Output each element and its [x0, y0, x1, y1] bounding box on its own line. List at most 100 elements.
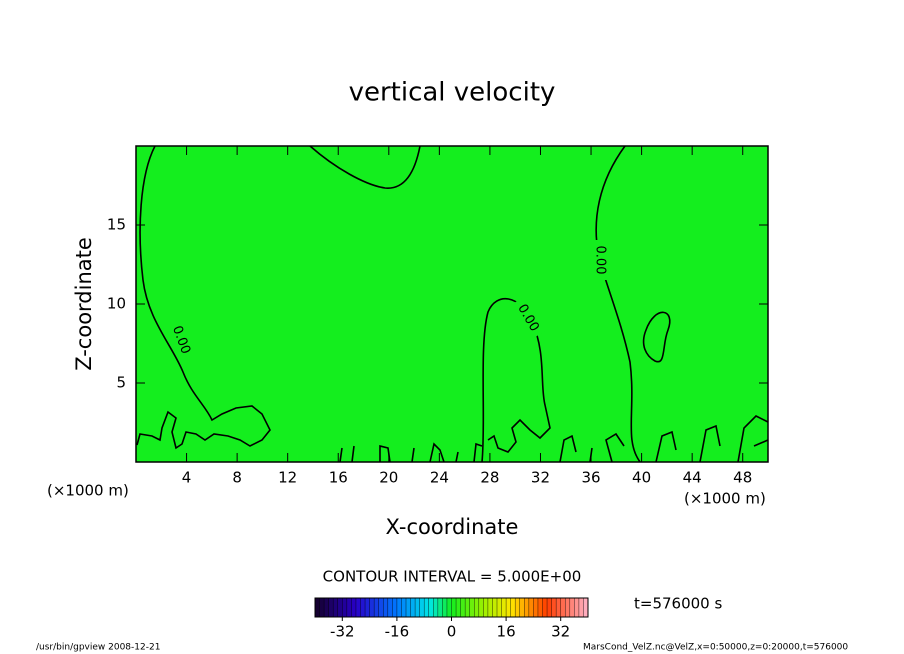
colorbar-cell — [519, 598, 525, 617]
x-tick-label: 12 — [278, 469, 297, 487]
colorbar-tick-label: 0 — [447, 623, 457, 641]
colorbar-cell — [428, 598, 434, 617]
contour-interval: CONTOUR INTERVAL = 5.000E+00 — [323, 568, 582, 586]
colorbar-cell — [419, 598, 425, 617]
colorbar-cell — [465, 598, 471, 617]
colorbar-cell — [460, 598, 466, 617]
colorbar-cell — [374, 598, 380, 617]
colorbar-cell — [410, 598, 416, 617]
colorbar-cell — [533, 598, 539, 617]
colorbar-cell — [337, 598, 343, 617]
contour-label: 0.00 — [593, 246, 608, 275]
colorbar-tick-label: 32 — [551, 623, 570, 641]
colorbar-cell — [387, 598, 393, 617]
colorbar-cell — [528, 598, 534, 617]
contour-line — [136, 145, 271, 450]
x-tick-label: 8 — [232, 469, 242, 487]
x-tick-label: 44 — [683, 469, 702, 487]
colorbar-cell — [315, 598, 321, 617]
colorbar-cell — [524, 598, 530, 617]
colorbar-tick-label: -32 — [330, 623, 355, 641]
colorbar-cell — [492, 598, 498, 617]
x-tick-label: 4 — [182, 469, 192, 487]
colorbar-cell — [565, 598, 571, 617]
colorbar-cell — [433, 598, 439, 617]
colorbar-cell — [424, 598, 430, 617]
colorbar-cell — [501, 598, 507, 617]
contour-line — [309, 145, 421, 189]
colorbar-cell — [333, 598, 339, 617]
colorbar-cell — [437, 598, 443, 617]
colorbar-cell — [474, 598, 480, 617]
colorbar-cell — [497, 598, 503, 617]
colorbar-cell — [378, 598, 384, 617]
colorbar-cell — [478, 598, 484, 617]
colorbar-cell — [360, 598, 366, 617]
x-tick-label: 16 — [329, 469, 348, 487]
colorbar-cell — [351, 598, 357, 617]
colorbar-cell — [346, 598, 352, 617]
colorbar-cell — [396, 598, 402, 617]
colorbar-tick-label: -16 — [385, 623, 410, 641]
colorbar-cell — [542, 598, 548, 617]
colorbar-cell — [510, 598, 516, 617]
colorbar-cell — [456, 598, 462, 617]
colorbar-cell — [506, 598, 512, 617]
x-unit: (×1000 m) — [47, 482, 129, 500]
x-axis-label: X-coordinate — [386, 515, 519, 539]
contour-label-bg — [592, 240, 608, 280]
contours — [136, 145, 769, 463]
contour-line — [339, 415, 769, 463]
contour-label-bg — [166, 318, 196, 362]
x-unit: (×1000 m) — [684, 490, 766, 508]
x-tick-label: 24 — [430, 469, 449, 487]
colorbar-cell — [487, 598, 493, 617]
footer: /usr/bin/gpview 2008-12-21 — [36, 643, 160, 653]
colorbar-cell — [319, 598, 325, 617]
colorbar-cell — [578, 598, 584, 617]
y-tick-label: 15 — [107, 216, 126, 234]
x-tick-label: 32 — [531, 469, 550, 487]
contour-line — [642, 311, 671, 363]
plot-area — [136, 146, 768, 462]
plot-frame — [135, 145, 769, 463]
colorbar-cell — [515, 598, 521, 617]
y-tick-label: 5 — [116, 374, 126, 392]
chart-title: vertical velocity — [349, 78, 556, 108]
contour-label-bg — [511, 296, 545, 340]
colorbar-cell — [574, 598, 580, 617]
colorbar-cell — [415, 598, 421, 617]
x-tick-label: 36 — [581, 469, 600, 487]
colorbar-cell — [365, 598, 371, 617]
colorbar-cell — [483, 598, 489, 617]
y-axis-label: Z-coordinate — [72, 237, 96, 371]
colorbar-cell — [328, 598, 334, 617]
colorbar-cell — [355, 598, 361, 617]
time-label: t=576000 s — [634, 595, 722, 613]
colorbar-cell — [551, 598, 557, 617]
colorbar-cell — [442, 598, 448, 617]
colorbar-cell — [537, 598, 543, 617]
colorbar-cell — [556, 598, 562, 617]
colorbar-cell — [392, 598, 398, 617]
colorbar-cell — [369, 598, 375, 617]
x-tick-label: 20 — [379, 469, 398, 487]
colorbar-cell — [451, 598, 457, 617]
x-tick-label: 48 — [733, 469, 752, 487]
colorbar-cell — [324, 598, 330, 617]
colorbar-cell — [547, 598, 553, 617]
x-tick-label: 40 — [632, 469, 651, 487]
y-tick-label: 10 — [107, 295, 126, 313]
colorbar-cell — [383, 598, 389, 617]
colorbar-cell — [401, 598, 407, 617]
colorbar-tick-label: 16 — [497, 623, 516, 641]
colorbar-cell — [446, 598, 452, 617]
contour-line — [595, 145, 641, 463]
colorbar-cell — [469, 598, 475, 617]
colorbar-cell — [560, 598, 566, 617]
x-tick-label: 28 — [480, 469, 499, 487]
colorbar-cell — [569, 598, 575, 617]
footer: MarsCond_VelZ.nc@VelZ,x=0:50000,z=0:2000… — [583, 643, 848, 653]
colorbar-cell — [342, 598, 348, 617]
